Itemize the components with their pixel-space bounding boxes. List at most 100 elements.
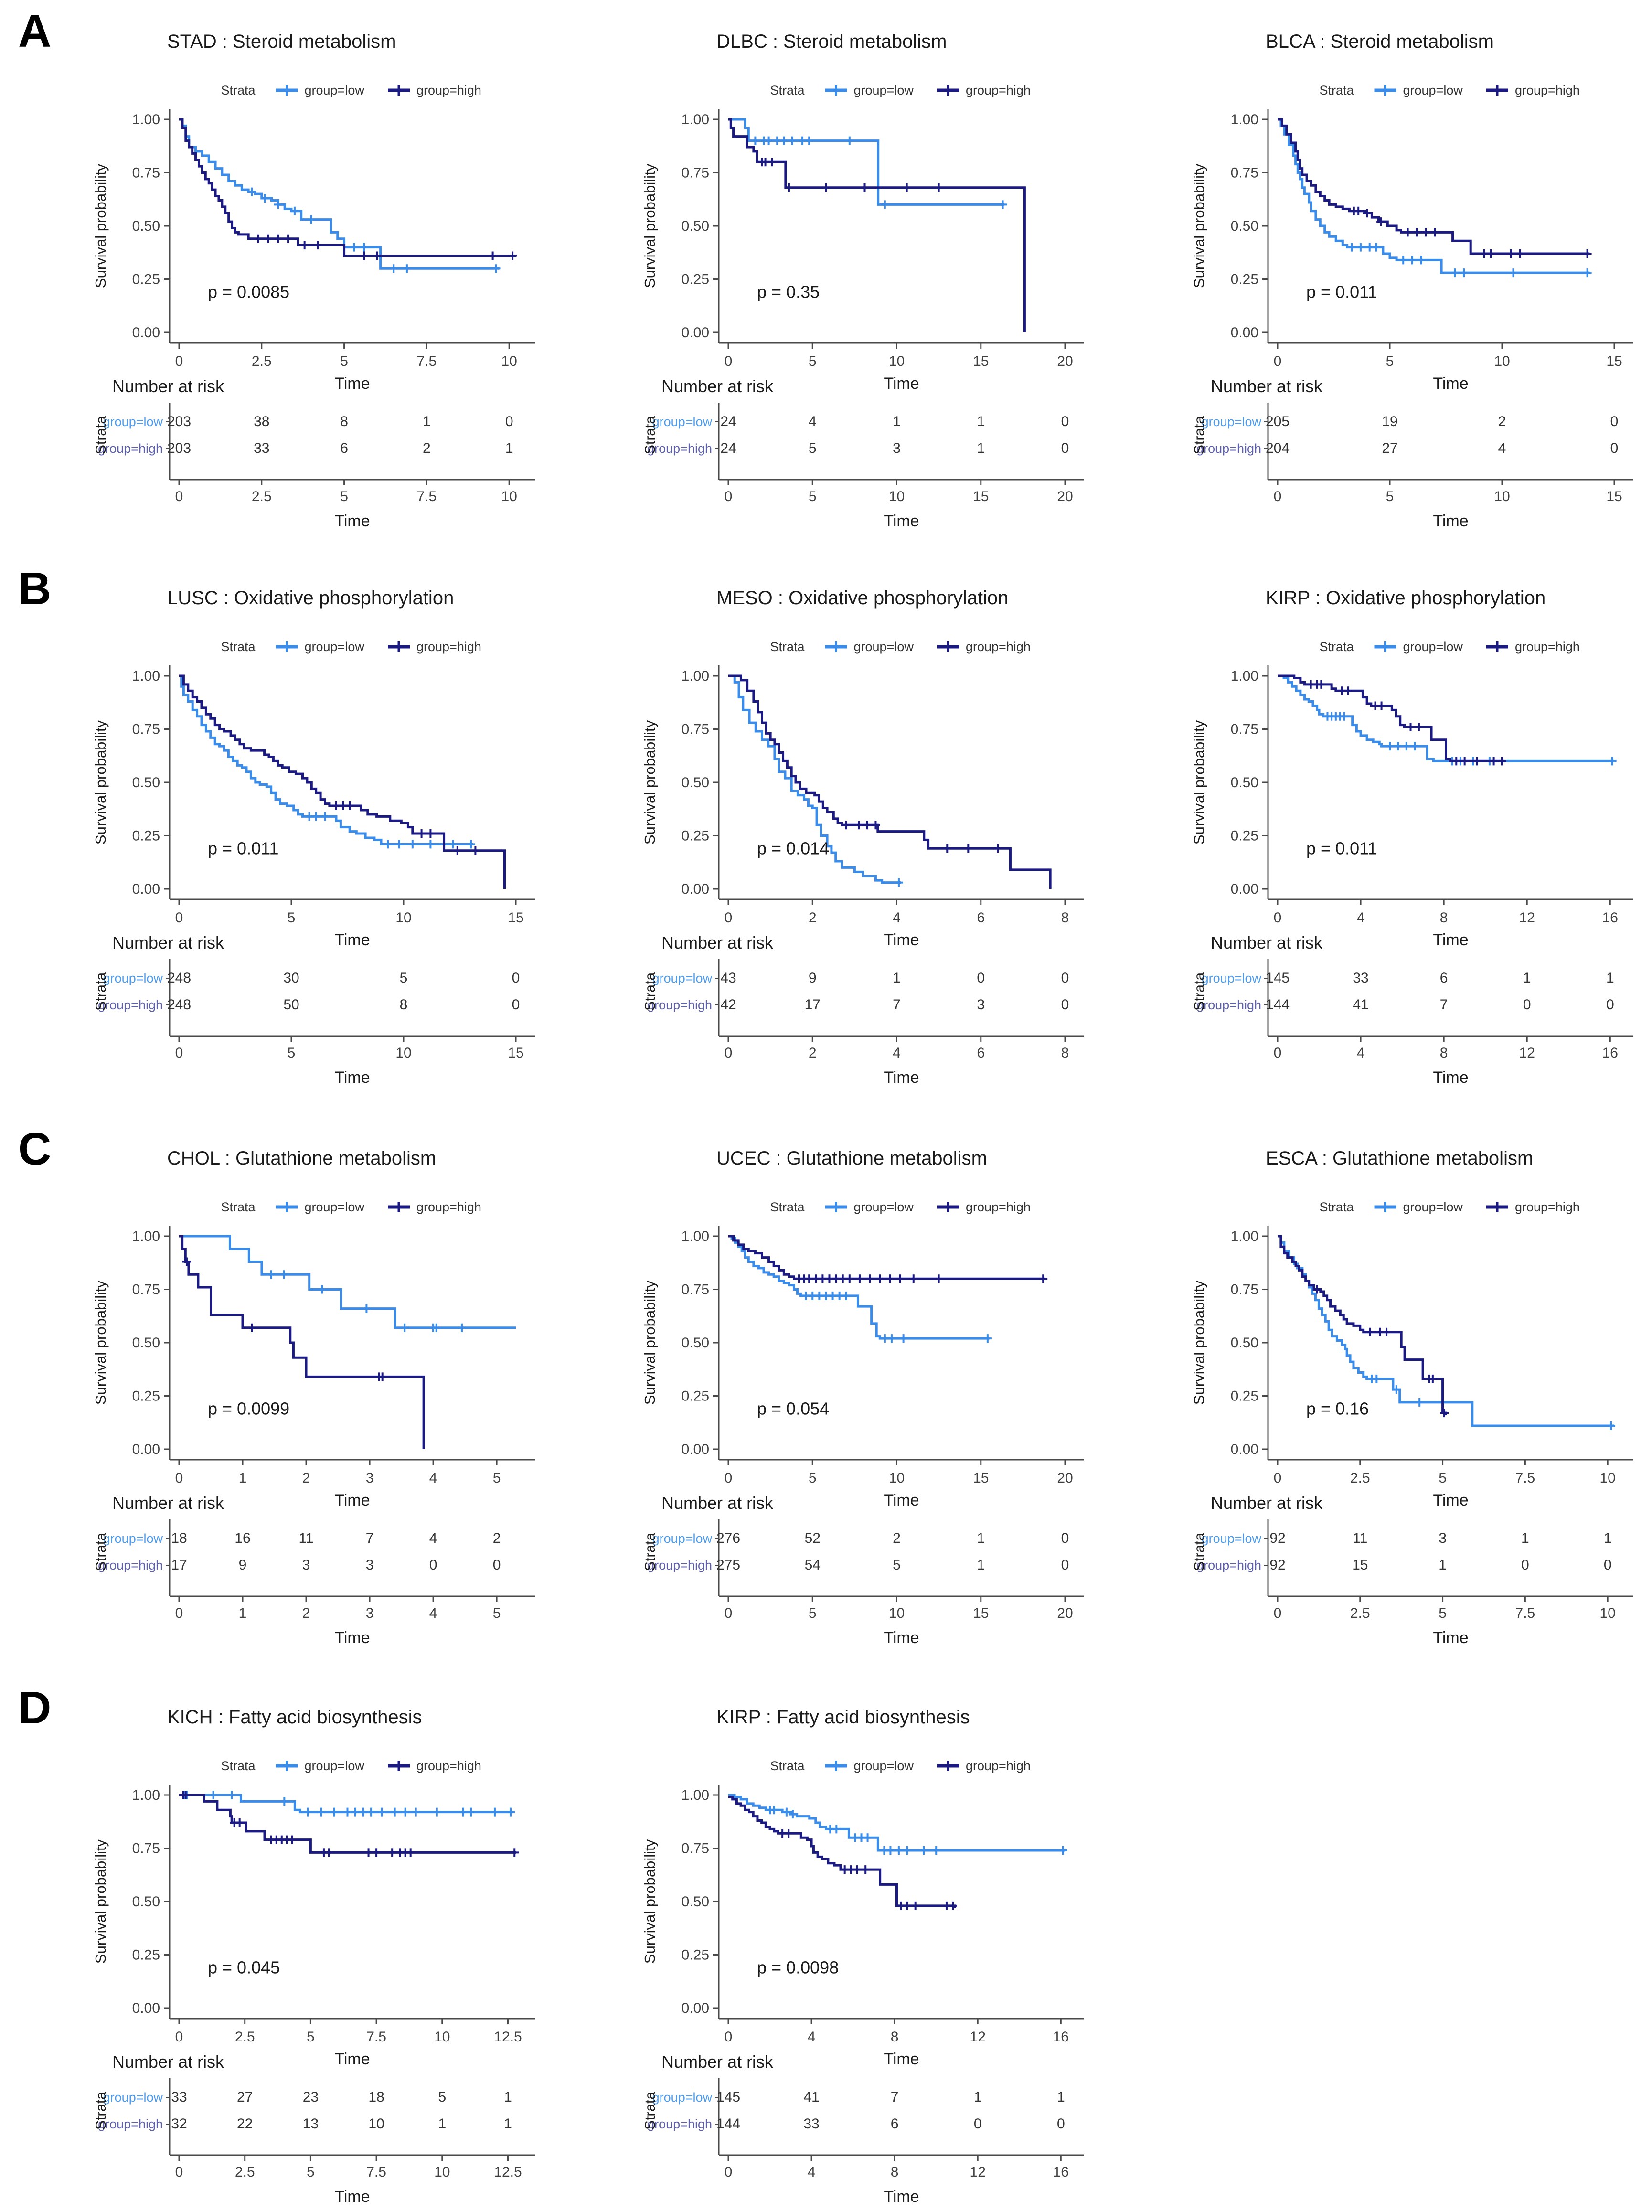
- km-chart-svg: LUSC : Oxidative phosphorylation Strata gr…: [92, 588, 535, 1087]
- censor-mark: [1515, 249, 1524, 258]
- risk-x-tick-label: 4: [808, 2164, 816, 2180]
- x-tick-label: 0: [175, 1470, 183, 1486]
- km-plot-cell-9: KICH : Fatty acid biosynthesis Strata grou…: [45, 1684, 554, 2210]
- legend-key-high-icon: [388, 641, 410, 652]
- censor-mark: [788, 1810, 797, 1819]
- y-tick-label: 0.00: [1231, 325, 1258, 341]
- censor-mark: [909, 1274, 918, 1283]
- censor-mark: [343, 1807, 352, 1817]
- p-value-label: p = 0.011: [208, 838, 278, 858]
- censor-mark: [983, 1334, 992, 1343]
- risk-x-tick-label: 4: [1357, 1045, 1365, 1061]
- risk-time-title: Time: [884, 512, 919, 530]
- legend-entry-low: group=low: [305, 640, 365, 654]
- censor-mark: [903, 1846, 912, 1855]
- risk-count-high: 5: [809, 440, 817, 456]
- censor-mark: [1343, 686, 1353, 695]
- risk-time-title: Time: [884, 1629, 919, 1647]
- risk-count-low: 11: [1353, 1530, 1367, 1546]
- risk-count-high: 7: [1440, 997, 1448, 1013]
- risk-count-high: 22: [237, 2116, 253, 2132]
- censor-mark: [1410, 742, 1419, 751]
- risk-count-low: 1: [977, 1530, 985, 1546]
- legend-entry-high: group=high: [966, 640, 1031, 654]
- censor-mark: [351, 1807, 360, 1817]
- y-tick-label: 1.00: [682, 112, 709, 128]
- risk-x-tick-label: 3: [366, 1605, 374, 1621]
- risk-strata-label: Strata: [93, 972, 109, 1011]
- risk-row-label-high: group=high: [647, 1558, 712, 1572]
- km-plot-cell-10: KIRP : Fatty acid biosynthesis Strata grou…: [595, 1684, 1103, 2210]
- risk-count-high: 32: [171, 2116, 187, 2132]
- censor-mark: [1317, 680, 1326, 689]
- y-tick-label: 0.75: [132, 722, 160, 737]
- x-tick-label: 15: [973, 1470, 989, 1486]
- censor-mark: [274, 200, 283, 209]
- risk-x-tick-label: 20: [1057, 1605, 1073, 1621]
- legend-key-high-icon: [388, 1202, 410, 1212]
- time-axis-title: Time: [884, 374, 919, 393]
- censor-mark: [471, 846, 480, 855]
- censor-mark: [458, 1807, 468, 1817]
- x-tick-label: 10: [1494, 353, 1510, 369]
- x-tick-label: 7.5: [1515, 1470, 1535, 1486]
- censor-mark: [1386, 742, 1394, 751]
- legend-entry-high: group=high: [416, 83, 481, 97]
- x-tick-label: 0: [725, 353, 733, 369]
- censor-marks-high: [1306, 680, 1506, 766]
- x-tick-label: 0: [175, 910, 183, 926]
- risk-count-low: 0: [512, 970, 520, 986]
- y-tick-label: 0.00: [1231, 881, 1258, 897]
- censor-mark: [769, 1806, 778, 1815]
- y-tick-label: 0.00: [682, 881, 709, 897]
- censor-mark: [894, 1846, 903, 1855]
- risk-count-low: 0: [1610, 414, 1619, 429]
- p-value-label: p = 0.011: [1306, 838, 1377, 858]
- censor-mark: [300, 241, 309, 250]
- survival-curve-low: [728, 1235, 990, 1340]
- risk-count-high: 3: [302, 1557, 310, 1573]
- risk-x-tick-label: 10: [889, 1605, 905, 1621]
- x-tick-label: 4: [808, 2029, 816, 2045]
- risk-table-title: Number at risk: [661, 2052, 774, 2072]
- censor-mark: [266, 1270, 276, 1279]
- plot-title: KIRP : Fatty acid biosynthesis: [716, 1707, 970, 1728]
- risk-row-label-low: group=low: [1202, 971, 1262, 985]
- x-tick-label: 5: [809, 1470, 817, 1486]
- risk-strata-label: Strata: [642, 1533, 658, 1571]
- x-tick-label: 16: [1602, 910, 1618, 926]
- x-tick-label: 10: [395, 910, 411, 926]
- legend-entry-high: group=high: [416, 1200, 481, 1214]
- legend-entry-low: group=low: [854, 1200, 914, 1214]
- censor-marks-high: [179, 1791, 519, 1857]
- y-tick-label: 1.00: [132, 1787, 160, 1803]
- y-tick-label: 0.75: [1231, 165, 1258, 181]
- censor-mark: [467, 840, 475, 849]
- time-axis-title: Time: [1433, 1491, 1468, 1509]
- x-tick-label: 2.5: [252, 353, 272, 369]
- legend: Strata group=low group=high: [770, 1200, 1031, 1214]
- risk-count-low: 6: [1440, 970, 1448, 986]
- risk-strata-label: Strata: [642, 2092, 658, 2130]
- x-tick-label: 5: [1386, 353, 1394, 369]
- censor-mark: [895, 1274, 905, 1283]
- censor-mark: [1428, 1374, 1437, 1383]
- plot-title: LUSC : Oxidative phosphorylation: [167, 588, 454, 609]
- x-tick-label: 0: [175, 353, 183, 369]
- x-tick-label: 15: [1606, 353, 1622, 369]
- censor-mark: [1509, 268, 1518, 278]
- censor-mark: [1403, 228, 1412, 237]
- risk-row-label-high: group=high: [1196, 441, 1261, 456]
- p-value-label: p = 0.16: [1306, 1399, 1369, 1418]
- plot-title: CHOL : Glutathione metabolism: [167, 1148, 436, 1169]
- risk-x-tick-label: 0: [725, 489, 733, 504]
- x-tick-label: 0: [725, 1470, 733, 1486]
- censor-mark: [448, 840, 458, 849]
- y-tick-label: 0.75: [132, 165, 160, 181]
- censor-mark: [227, 1791, 236, 1799]
- risk-row-label-low: group=low: [103, 1531, 163, 1546]
- censor-mark: [832, 1825, 841, 1834]
- censor-marks-high: [1312, 1285, 1449, 1418]
